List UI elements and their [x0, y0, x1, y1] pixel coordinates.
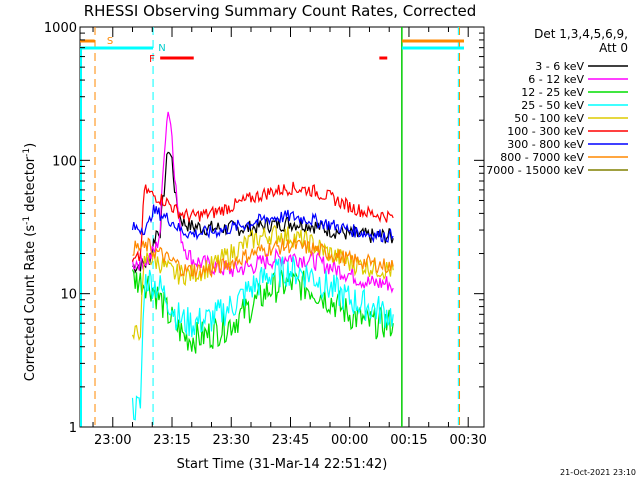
x-tick-label: 00:00: [331, 433, 368, 448]
series-line-50-100-kev: [131, 224, 394, 342]
plot-frame: [79, 26, 485, 428]
plot-axes: [79, 26, 485, 428]
flag-label-night: N: [158, 43, 165, 54]
series-line-3-6-kev: [132, 151, 394, 274]
series-line-300-800-kev: [131, 204, 394, 244]
flag-label-saa: S: [107, 36, 113, 47]
legend-label: 50 - 100 keV: [514, 112, 584, 125]
x-axis-label: Start Time (31-Mar-14 22:51:42): [177, 457, 388, 472]
plot-ticks: 1 10 100 1000 23:00 23:15 23:30 23:45 00:00 00:15…: [44, 21, 487, 448]
x-tick-label: 23:15: [153, 433, 190, 448]
y-axis-label-mid: detector: [23, 156, 38, 216]
y-axis-label-main: Corrected Count Rate (s: [23, 225, 38, 382]
legend-header-line2: Att 0: [599, 41, 628, 55]
plot-marks: S NF: [80, 27, 464, 427]
y-tick-label: 10: [60, 288, 77, 303]
x-tick-label: 23:00: [94, 433, 131, 448]
x-tick-label: 00:15: [390, 433, 427, 448]
legend-label: 6 - 12 keV: [528, 73, 584, 86]
y-axis-label: Corrected Count Rate (s-1 detector-1): [22, 143, 38, 381]
x-tick-label: 00:30: [449, 433, 486, 448]
x-tick-label: 23:30: [213, 433, 250, 448]
legend-label: 25 - 50 keV: [521, 99, 584, 112]
legend-label: 100 - 300 keV: [507, 125, 584, 138]
y-axis-label-sup1: -1: [22, 216, 32, 225]
series-line-6-12-kev: [131, 111, 394, 294]
series-line-100-300-kev: [131, 181, 394, 262]
x-tick-label: 23:45: [272, 433, 309, 448]
y-tick-label: 100: [52, 154, 77, 169]
legend-label: 300 - 800 keV: [507, 138, 584, 151]
y-axis-label-sup2: -1: [22, 148, 32, 157]
legend-label: 3 - 6 keV: [535, 60, 584, 73]
legend-header-line1: Det 1,3,4,5,6,9,: [534, 27, 628, 41]
y-tick-label: 1000: [44, 21, 77, 36]
series-line-25-50-kev: [131, 256, 394, 421]
footer-date: 21-Oct-2021 23:10: [560, 468, 636, 477]
y-axis-label-end: ): [23, 143, 38, 148]
y-tick-label: 1: [69, 421, 77, 436]
legend-label: 12 - 25 keV: [521, 86, 584, 99]
flag-label-flare: F: [149, 54, 155, 65]
legend-label: 800 - 7000 keV: [500, 151, 584, 164]
chart-title: RHESSI Observing Summary Count Rates, Co…: [84, 2, 477, 20]
legend-label: 7000 - 15000 keV: [486, 164, 584, 177]
series-line-800-7000-kev: [132, 237, 394, 278]
